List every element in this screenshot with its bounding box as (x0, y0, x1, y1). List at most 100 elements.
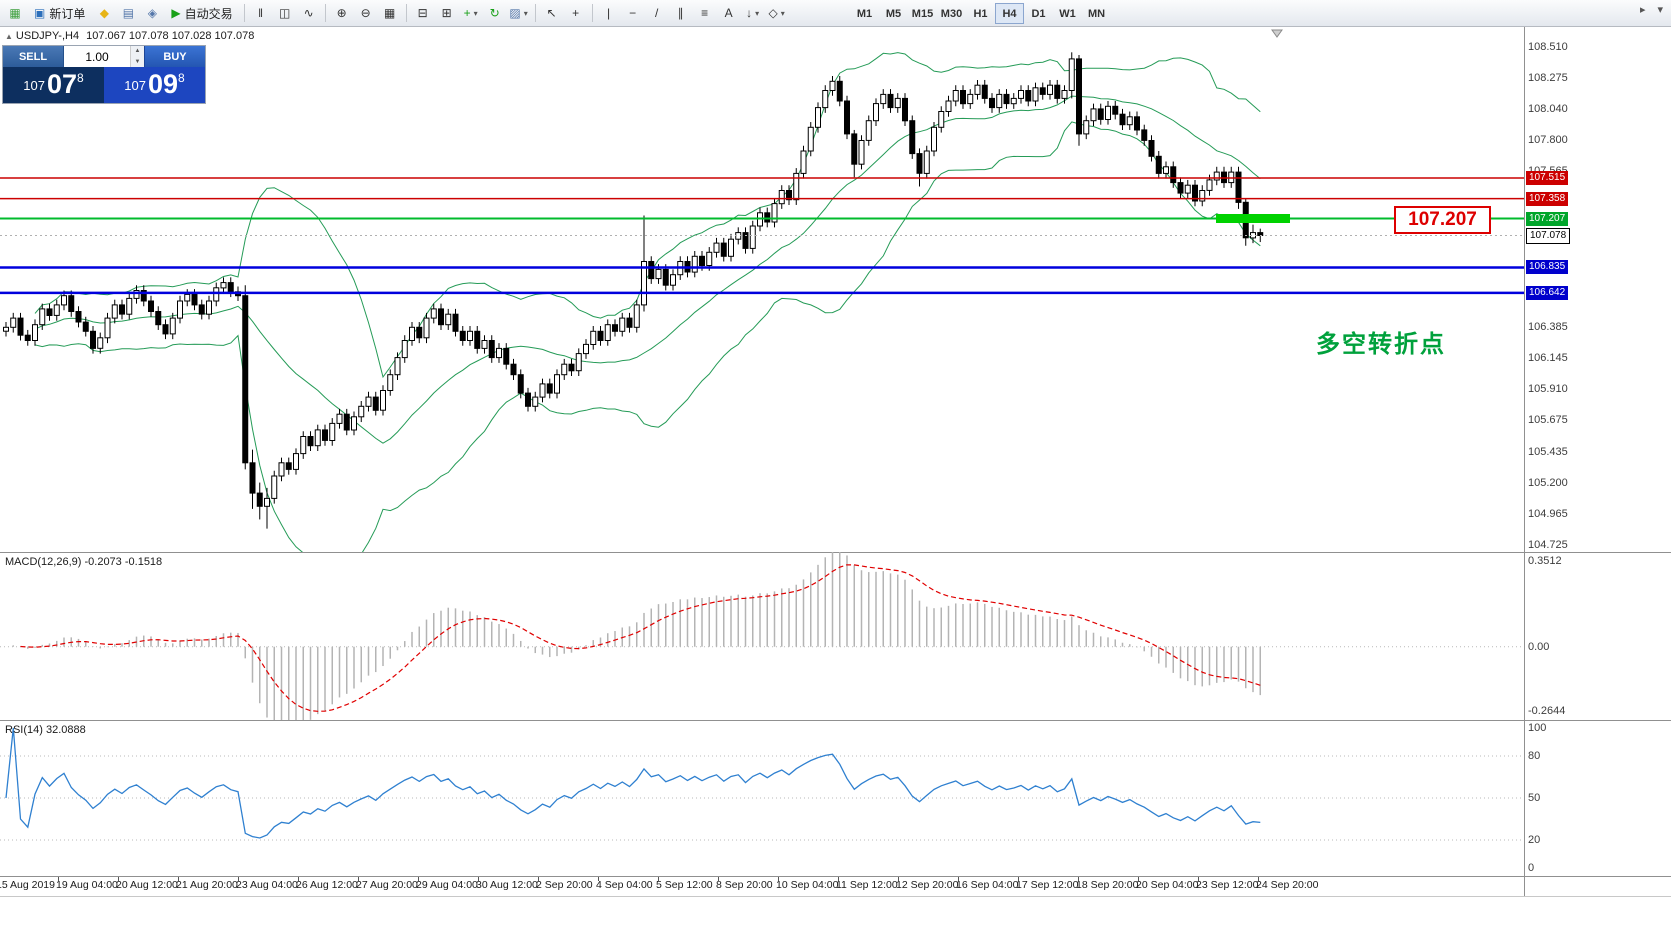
volume-input[interactable] (64, 46, 130, 67)
auto-trading-button[interactable]: ▶ 自动交易 (165, 2, 238, 24)
favorites-icon: ◆ (99, 6, 109, 20)
rsi-axis-label: 80 (1528, 750, 1541, 762)
rsi-axis-label: 100 (1528, 722, 1547, 734)
channel-icon[interactable]: ∥ (670, 2, 692, 24)
turning-point-annotation: 多空转折点 (1316, 331, 1446, 358)
line-chart-icon[interactable]: ∿ (298, 2, 320, 24)
chevron-down-icon: ▾ (523, 8, 528, 18)
new-chart-icon: + (463, 6, 471, 20)
chevron-down-icon: ▾ (755, 8, 760, 18)
volume-increase-button[interactable]: ▲ (131, 46, 144, 57)
templates-icon: ▨ (509, 6, 521, 20)
time-axis-label: 23 Sep 12:00 (1196, 879, 1259, 891)
horizontal-line-icon[interactable]: − (622, 2, 644, 24)
favorites-icon[interactable]: ◆ (93, 2, 115, 24)
timeframe-h4[interactable]: H4 (995, 3, 1024, 24)
sell-price[interactable]: 107 07 8 (3, 67, 104, 103)
vertical-line-icon[interactable]: | (598, 2, 620, 24)
new-order-button[interactable]: ▣ 新订单 (28, 2, 91, 24)
time-axis-tick (1198, 877, 1199, 881)
timeframe-w1[interactable]: W1 (1059, 7, 1076, 20)
time-axis-label: 19 Aug 04:00 (56, 879, 118, 891)
timeframe-m30[interactable]: M30 (940, 7, 963, 20)
cursor-icon: ↖ (546, 6, 557, 20)
time-axis-label: 17 Sep 12:00 (1016, 879, 1079, 891)
time-axis-label: 8 Sep 20:00 (716, 879, 773, 891)
timeframe-h1[interactable]: H1 (973, 7, 988, 20)
macd-axis-label: -0.2644 (1528, 705, 1566, 717)
dock-icon[interactable]: ▸ (1639, 4, 1646, 16)
bar-chart-icon[interactable]: ‖ (250, 2, 272, 24)
time-axis-tick (598, 877, 599, 881)
candle-chart-icon[interactable]: ◫ (274, 2, 296, 24)
market-watch-icon[interactable]: ▤ (117, 2, 139, 24)
templates-icon[interactable]: ▨ ▾ (508, 2, 530, 24)
arrows-icon[interactable]: ↓ ▾ (742, 2, 764, 24)
new-chart-icon[interactable]: + ▾ (460, 2, 482, 24)
time-axis-tick (838, 877, 839, 881)
buy-price[interactable]: 107 09 8 (104, 67, 205, 103)
refresh-icon[interactable]: ↻ (484, 2, 506, 24)
chevron-down-icon: ▾ (473, 8, 478, 18)
tile-horizontal-icon[interactable]: ⊟ (412, 2, 434, 24)
trendline-icon[interactable]: / (646, 2, 668, 24)
time-axis-tick (778, 877, 779, 881)
crosshair-icon[interactable]: + (565, 2, 587, 24)
time-axis-tick (298, 877, 299, 881)
tile-vertical-icon[interactable]: ⊞ (436, 2, 458, 24)
auto-trading-button: ▶ (171, 6, 181, 20)
rsi-axis-label: 0 (1528, 862, 1535, 874)
time-axis-label: 21 Aug 20:00 (176, 879, 238, 891)
price-axis-label: 108.040 (1528, 102, 1568, 115)
terminal-icon[interactable]: ▦ (4, 2, 26, 24)
sell-button[interactable]: SELL (3, 46, 64, 67)
time-axis-label: 5 Sep 12:00 (656, 879, 713, 891)
navigator-icon[interactable]: ◈ (141, 2, 163, 24)
time-axis-tick (478, 877, 479, 881)
price-axis-label: 105.675 (1528, 414, 1568, 427)
time-axis-label: 29 Aug 04:00 (416, 879, 478, 891)
zoom-out-icon: ⊖ (360, 6, 371, 20)
zoom-in-icon[interactable]: ⊕ (331, 2, 353, 24)
time-axis-tick (178, 877, 179, 881)
time-axis-label: 23 Aug 04:00 (236, 879, 298, 891)
time-axis-tick (658, 877, 659, 881)
shapes-icon[interactable]: ◇ ▾ (766, 2, 788, 24)
time-axis-tick (1258, 877, 1259, 881)
volume-decrease-button[interactable]: ▼ (131, 56, 144, 67)
zoom-out-icon[interactable]: ⊖ (355, 2, 377, 24)
toolbar-right-icons: ▸ ▾ (1640, 3, 1663, 16)
tile-vertical-icon: ⊞ (441, 6, 452, 20)
tile-windows-icon: ▦ (383, 6, 396, 20)
time-axis-tick (898, 877, 899, 881)
timeframe-switcher: M1 M5 M15 M30 H1 H4 D1 W1 MN (850, 3, 1111, 24)
buy-button[interactable]: BUY (144, 46, 205, 67)
text-icon[interactable]: A (718, 2, 740, 24)
chevron-down-icon: ▾ (780, 8, 785, 18)
timeframe-mn[interactable]: MN (1087, 7, 1106, 20)
tile-windows-icon[interactable]: ▦ (379, 2, 401, 24)
pin-icon[interactable]: ▾ (1657, 4, 1663, 16)
price-tag-106.835: 106.835 (1526, 260, 1569, 275)
price-axis-label: 105.910 (1528, 383, 1568, 396)
time-axis-tick (118, 877, 119, 881)
timeframe-d1[interactable]: D1 (1031, 7, 1046, 20)
time-axis-label: 30 Aug 12:00 (476, 879, 538, 891)
rsi-axis-label: 20 (1528, 834, 1541, 846)
timeframe-m5[interactable]: M5 (885, 7, 902, 20)
price-axis-label: 105.435 (1528, 445, 1568, 458)
text-icon: A (724, 6, 733, 20)
vertical-line-icon: | (607, 6, 611, 20)
main-toolbar: ▦ ▣ 新订单 ◆ ▤ ◈ ▶ 自动交易 ‖ ◫ ∿ ⊕ ⊖ ▦ ⊟ ⊞ + ▾ ↻ ▨ ▾ ↖ + | − / ∥ ≡ A ↓ ▾ ◇ ▾ M… (0, 0, 1671, 27)
price-axis-label: 104.965 (1528, 507, 1568, 520)
timeframe-m1[interactable]: M1 (856, 7, 873, 20)
fibonacci-icon[interactable]: ≡ (694, 2, 716, 24)
timeframe-m15[interactable]: M15 (911, 7, 934, 20)
price-tag-107.207: 107.207 (1526, 211, 1569, 226)
arrows-icon: ↓ (746, 6, 753, 20)
rsi-indicator-label: RSI(14) 32.0888 (5, 724, 86, 736)
cursor-icon[interactable]: ↖ (541, 2, 563, 24)
